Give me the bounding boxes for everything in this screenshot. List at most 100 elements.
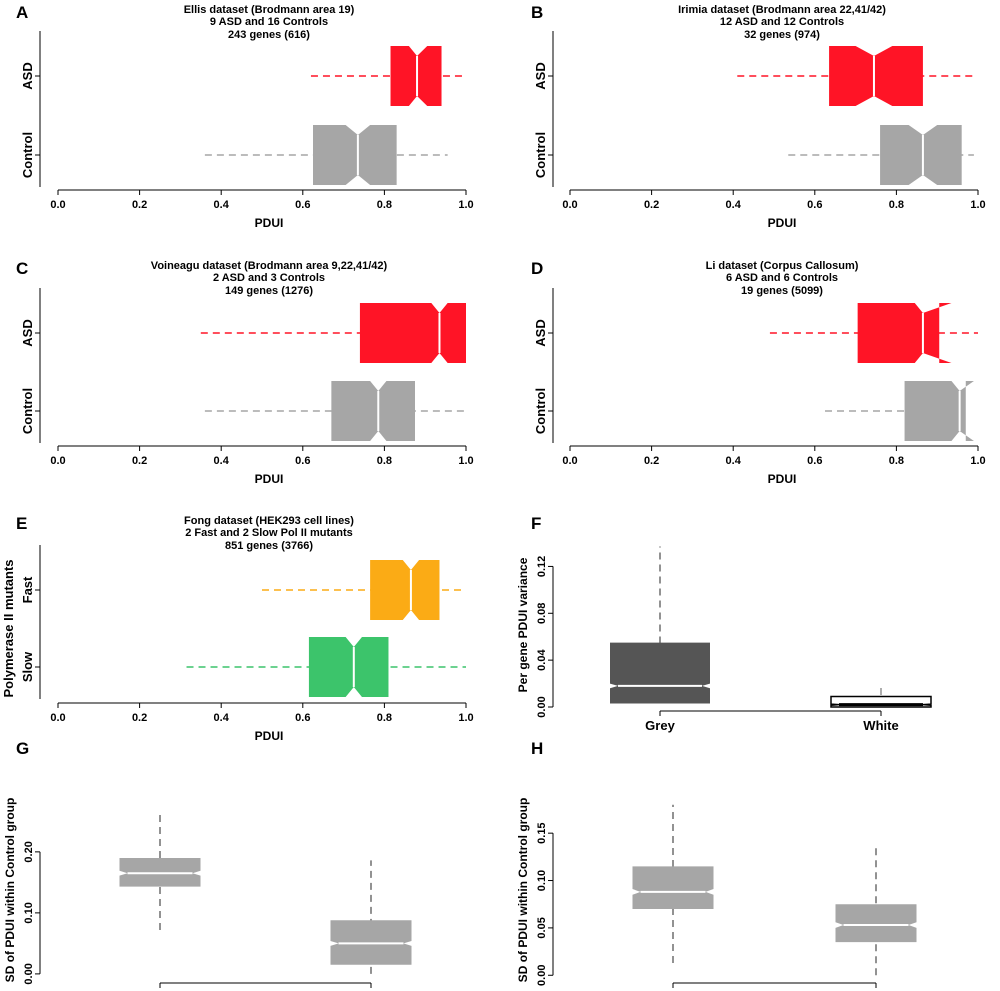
x-tick-label: 0.4 bbox=[726, 199, 742, 211]
box bbox=[904, 381, 974, 441]
chart-title-line: 32 genes (974) bbox=[744, 29, 820, 41]
x-tick-label: 0.8 bbox=[377, 199, 392, 211]
box bbox=[829, 46, 923, 106]
category-label: ASD bbox=[533, 319, 548, 346]
category-label: White bbox=[863, 718, 898, 733]
category-label: Slow bbox=[20, 651, 35, 682]
box bbox=[880, 125, 962, 185]
x-tick-label: 0.0 bbox=[50, 712, 65, 724]
x-axis-title: PDUI bbox=[255, 216, 284, 230]
category-label: Control bbox=[20, 132, 35, 178]
category-label: ASD bbox=[533, 62, 548, 89]
x-tick-label: 0.8 bbox=[377, 712, 392, 724]
box bbox=[308, 637, 389, 697]
box bbox=[331, 381, 415, 441]
x-tick-label: 0.4 bbox=[726, 455, 742, 467]
x-tick-label: 1.0 bbox=[458, 455, 473, 467]
category-label: Control bbox=[20, 388, 35, 434]
y-axis-title: SD of PDUI within Control group bbox=[3, 798, 17, 983]
panel-D: D Li dataset (Corpus Callosum)6 ASD and 6… bbox=[531, 259, 986, 486]
box bbox=[835, 904, 917, 943]
chart-title-line: 851 genes (3766) bbox=[225, 540, 313, 552]
y-axis-title: SD of PDUI within Control group bbox=[516, 798, 530, 983]
box bbox=[390, 46, 442, 106]
x-tick-label: 0.4 bbox=[214, 712, 230, 724]
panel-C: C Voineagu dataset (Brodmann area 9,22,41… bbox=[16, 259, 474, 486]
chart-title-line: 19 genes (5099) bbox=[741, 285, 823, 297]
chart-title-line: 243 genes (616) bbox=[228, 29, 310, 41]
x-tick-label: 1.0 bbox=[458, 712, 473, 724]
panel-F: F 0.00 0.04 0.08 0.12 Per gene PDUI variance G… bbox=[516, 514, 932, 733]
panel-label: D bbox=[531, 259, 543, 278]
chart-title-line: 2 ASD and 3 Controls bbox=[213, 272, 325, 284]
panel-B: B Irimia dataset (Brodmann area 22,41/42)… bbox=[531, 3, 986, 230]
panel-H: H 0.00 0.05 0.10 0.15 SD of PDUI within Contr… bbox=[516, 739, 917, 991]
box bbox=[632, 866, 714, 909]
y-tick-label: 0.10 bbox=[23, 902, 35, 923]
x-tick-label: 0.2 bbox=[644, 199, 659, 211]
y-tick-label: 0.15 bbox=[536, 822, 548, 843]
panel-A: A Ellis dataset (Brodmann area 19)9 ASD a… bbox=[16, 3, 474, 230]
chart-title-line: Fong dataset (HEK293 cell lines) bbox=[184, 515, 354, 527]
x-tick-label: 0.0 bbox=[562, 455, 577, 467]
panel-label: G bbox=[16, 739, 29, 758]
y-tick-label: 0.08 bbox=[536, 603, 548, 624]
y-tick-label: 0.20 bbox=[23, 841, 35, 862]
panel-E: E Fong dataset (HEK293 cell lines)2 Fast … bbox=[1, 514, 474, 743]
x-tick-label: 0.8 bbox=[889, 455, 904, 467]
y-axis-title: Per gene PDUI variance bbox=[516, 557, 530, 692]
y-tick-label: 0.00 bbox=[23, 963, 35, 984]
category-label: Control bbox=[533, 132, 548, 178]
x-tick-label: 0.2 bbox=[132, 199, 147, 211]
x-axis-title: PDUI bbox=[255, 472, 284, 486]
category-label: Control bbox=[533, 388, 548, 434]
x-tick-label: 1.0 bbox=[458, 199, 473, 211]
box bbox=[370, 560, 440, 620]
chart-title-line: Voineagu dataset (Brodmann area 9,22,41/… bbox=[151, 260, 388, 272]
box bbox=[313, 125, 397, 185]
category-label: ASD bbox=[20, 319, 35, 346]
x-tick-label: 0.4 bbox=[214, 455, 230, 467]
y-tick-label: 0.00 bbox=[536, 696, 548, 717]
y-tick-label: 0.12 bbox=[536, 556, 548, 577]
x-axis-title: PDUI bbox=[768, 216, 797, 230]
x-tick-label: 0.0 bbox=[50, 199, 65, 211]
x-tick-label: 0.6 bbox=[807, 199, 822, 211]
panel-label: A bbox=[16, 3, 28, 22]
x-tick-label: 0.8 bbox=[377, 455, 392, 467]
x-tick-label: 0.0 bbox=[50, 455, 65, 467]
y-tick-label: 0.00 bbox=[536, 965, 548, 986]
x-axis-title: PDUI bbox=[768, 472, 797, 486]
x-axis-title: PDUI bbox=[255, 729, 284, 743]
panel-label: F bbox=[531, 514, 541, 533]
x-tick-label: 0.4 bbox=[214, 199, 230, 211]
box bbox=[857, 303, 952, 363]
chart-title-line: 2 Fast and 2 Slow Pol II mutants bbox=[185, 527, 352, 539]
chart-title-line: 12 ASD and 12 Controls bbox=[720, 16, 844, 28]
box bbox=[359, 303, 466, 363]
x-tick-label: 0.6 bbox=[807, 455, 822, 467]
y-tick-label: 0.05 bbox=[536, 917, 548, 938]
panel-label: B bbox=[531, 3, 543, 22]
panel-G: G 0.00 0.10 0.20 SD of PDUI within Control g… bbox=[3, 739, 412, 991]
x-tick-label: 0.8 bbox=[889, 199, 904, 211]
box bbox=[610, 642, 710, 704]
chart-title-line: 9 ASD and 16 Controls bbox=[210, 16, 328, 28]
chart-title-line: Irimia dataset (Brodmann area 22,41/42) bbox=[678, 4, 886, 16]
category-label: Grey bbox=[645, 718, 675, 733]
y-tick-label: 0.04 bbox=[536, 649, 548, 671]
chart-title-line: Li dataset (Corpus Callosum) bbox=[706, 260, 859, 272]
category-label: ASD bbox=[20, 62, 35, 89]
chart-title-line: 6 ASD and 6 Controls bbox=[726, 272, 838, 284]
x-tick-label: 0.6 bbox=[295, 455, 310, 467]
x-tick-label: 1.0 bbox=[970, 199, 985, 211]
x-tick-label: 1.0 bbox=[970, 455, 985, 467]
x-tick-label: 0.6 bbox=[295, 199, 310, 211]
x-tick-label: 0.2 bbox=[132, 712, 147, 724]
x-tick-label: 0.2 bbox=[644, 455, 659, 467]
x-tick-label: 0.0 bbox=[562, 199, 577, 211]
y-tick-label: 0.10 bbox=[536, 870, 548, 891]
panel-label: C bbox=[16, 259, 28, 278]
x-tick-label: 0.6 bbox=[295, 712, 310, 724]
